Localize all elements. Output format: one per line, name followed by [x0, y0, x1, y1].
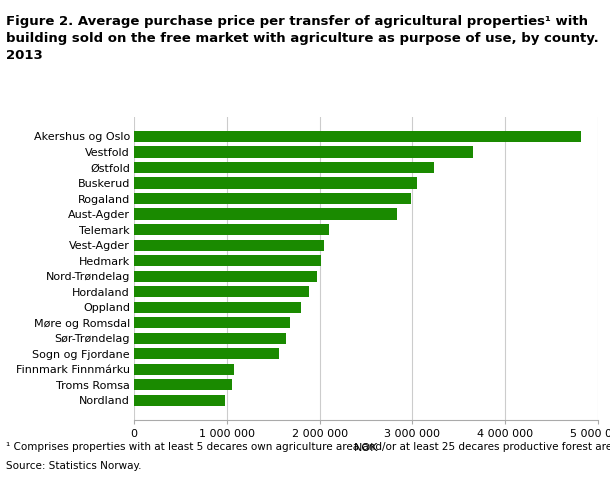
Text: Source: Statistics Norway.: Source: Statistics Norway.	[6, 461, 142, 471]
Bar	[134, 348, 279, 359]
Bar	[134, 178, 417, 189]
Bar	[134, 379, 232, 390]
Bar	[134, 317, 290, 328]
Bar	[134, 240, 325, 251]
Bar	[134, 208, 396, 220]
Bar	[134, 270, 317, 282]
Bar	[134, 286, 309, 297]
Bar	[134, 146, 473, 158]
Bar	[134, 224, 329, 235]
Bar	[134, 395, 225, 406]
Bar	[134, 131, 581, 142]
X-axis label: NOK: NOK	[354, 443, 378, 453]
Text: ¹ Comprises properties with at least 5 decares own agriculture area and/or at le: ¹ Comprises properties with at least 5 d…	[6, 442, 610, 451]
Bar	[134, 333, 286, 344]
Bar	[134, 364, 234, 375]
Bar	[134, 162, 434, 173]
Bar	[134, 302, 301, 313]
Text: Figure 2. Average purchase price per transfer of agricultural properties¹ with
b: Figure 2. Average purchase price per tra…	[6, 15, 599, 61]
Bar	[134, 255, 321, 266]
Bar	[134, 193, 411, 204]
